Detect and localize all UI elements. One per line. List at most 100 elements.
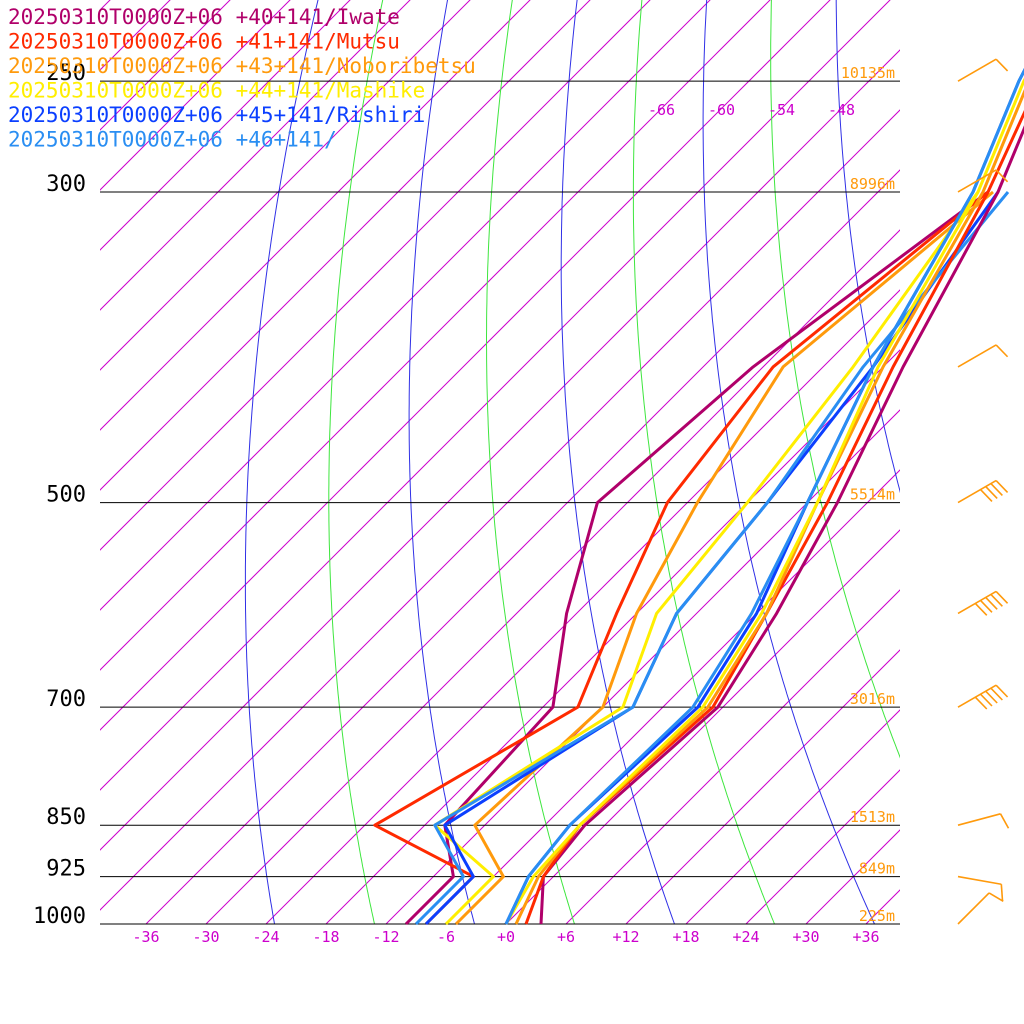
wind-barb-staff bbox=[957, 892, 990, 925]
height-label: 8996m bbox=[850, 175, 895, 193]
wind-barb-flag bbox=[995, 480, 1009, 493]
axis-labels: 10015976m15013378m20011551m25010135m3008… bbox=[33, 61, 895, 946]
sounding-profiles bbox=[373, 68, 1024, 926]
dry-adiabat-lines bbox=[244, 0, 1024, 924]
dewpoint-line bbox=[433, 191, 980, 926]
wind-barb-staff bbox=[957, 169, 997, 193]
wind-barb-flag bbox=[979, 693, 993, 707]
isotherm-line bbox=[505, 529, 900, 924]
temperature-line bbox=[504, 68, 1024, 925]
dewpoint-line bbox=[454, 190, 994, 926]
temperature-tick-label: +24 bbox=[732, 928, 759, 946]
wind-barb-staff bbox=[957, 590, 997, 615]
legend-entry: 20250310T0000Z+06 +40+141/Iwate bbox=[8, 5, 400, 29]
isotherm-line bbox=[926, 0, 1024, 924]
wind-barb bbox=[957, 58, 1009, 82]
temperature-line bbox=[504, 77, 1024, 925]
isotherm-line bbox=[100, 0, 711, 611]
wind-barb-flag bbox=[995, 590, 1009, 604]
wind-barb-staff bbox=[957, 684, 997, 708]
dry-adiabat-line bbox=[961, 0, 1024, 924]
wind-barb-flag bbox=[979, 599, 993, 613]
temperature-tick-label: -30 bbox=[192, 928, 219, 946]
temperature-tick-label: -36 bbox=[132, 928, 159, 946]
legend-entry: 20250310T0000Z+06 +41+141/Mutsu bbox=[8, 30, 400, 54]
dry-adiabat-line bbox=[486, 0, 575, 924]
pressure-label: 500 bbox=[46, 483, 86, 508]
dry-adiabat-line bbox=[770, 0, 900, 759]
height-label: 849m bbox=[859, 860, 895, 878]
legend-entry: 20250310T0000Z+06 +46+141/ bbox=[8, 128, 337, 152]
wind-barb-flag bbox=[979, 489, 993, 502]
dry-adiabat-line bbox=[328, 0, 384, 924]
isotherm-label: -60 bbox=[708, 101, 735, 119]
wind-barb-flag bbox=[995, 169, 1009, 183]
height-label: 5514m bbox=[850, 486, 895, 504]
temperature-tick-label: +12 bbox=[612, 928, 639, 946]
wind-barb-staff bbox=[957, 813, 1001, 826]
isotherm-line bbox=[265, 289, 900, 924]
wind-barb-flag bbox=[995, 344, 1009, 358]
dry-adiabat-line bbox=[702, 0, 875, 924]
wind-barb-staff bbox=[957, 344, 997, 368]
pressure-label: 850 bbox=[46, 805, 86, 830]
isotherm-line bbox=[100, 0, 771, 671]
wind-barb bbox=[957, 892, 1004, 925]
temperature-line bbox=[539, 125, 1024, 925]
dry-adiabat-line bbox=[244, 0, 319, 924]
wind-barb bbox=[957, 813, 1010, 829]
isotherm-line bbox=[100, 0, 891, 791]
temperature-tick-label: -18 bbox=[312, 928, 339, 946]
isotherm-line bbox=[145, 169, 900, 924]
pressure-label: 250 bbox=[46, 61, 86, 86]
dewpoint-line bbox=[373, 190, 989, 926]
legend-entry: 20250310T0000Z+06 +43+141/Noboribetsu bbox=[8, 54, 476, 78]
legend-entry: 20250310T0000Z+06 +45+141/Rishiri bbox=[8, 103, 425, 127]
pressure-label: 1000 bbox=[33, 904, 86, 929]
legend: 20250310T0000Z+06 +40+141/Iwate20250310T… bbox=[8, 5, 476, 152]
dewpoint-line bbox=[414, 191, 1010, 926]
wind-barb-staff bbox=[957, 58, 997, 82]
isotherm-line bbox=[445, 469, 900, 924]
temperature-tick-label: +18 bbox=[672, 928, 699, 946]
wind-barb-flag bbox=[985, 486, 998, 499]
wind-barb-flag bbox=[974, 602, 988, 616]
height-label: 3016m bbox=[850, 690, 895, 708]
wind-barb-flag bbox=[995, 684, 1009, 698]
isotherm-lines bbox=[100, 0, 1024, 924]
wind-barb-flag bbox=[995, 58, 1009, 72]
isotherm-label: -66 bbox=[648, 101, 675, 119]
isotherm-line bbox=[205, 229, 900, 924]
wind-barb bbox=[957, 684, 1009, 710]
pressure-label: 700 bbox=[46, 687, 86, 712]
temperature-tick-label: -24 bbox=[252, 928, 279, 946]
wind-barb bbox=[957, 344, 1009, 368]
temperature-line bbox=[504, 68, 1024, 925]
wind-barb-flag bbox=[999, 813, 1010, 829]
temperature-line bbox=[524, 109, 1024, 925]
wind-barb-flag bbox=[1000, 884, 1004, 901]
wind-barbs bbox=[957, 58, 1010, 925]
dry-adiabat-line bbox=[408, 0, 475, 924]
wind-barb bbox=[957, 875, 1004, 901]
isotherm-label: -54 bbox=[768, 101, 795, 119]
isotherm-label: -48 bbox=[828, 101, 855, 119]
height-label: 1513m bbox=[850, 808, 895, 826]
wind-barb-flag bbox=[990, 483, 1003, 496]
wind-barb bbox=[957, 590, 1009, 616]
isotherm-line bbox=[325, 349, 900, 924]
wind-barb-flag bbox=[974, 696, 988, 710]
wind-barb-flag bbox=[985, 596, 998, 610]
wind-barb-flag bbox=[988, 892, 1004, 903]
isotherm-line bbox=[385, 409, 900, 924]
dry-adiabat-line bbox=[560, 0, 675, 924]
wind-barb-flag bbox=[985, 690, 998, 704]
isotherm-line bbox=[685, 709, 900, 924]
wind-barb-flag bbox=[990, 687, 1003, 701]
temperature-tick-label: -6 bbox=[437, 928, 455, 946]
wind-barb-staff bbox=[957, 875, 1002, 886]
wind-barb bbox=[957, 169, 1009, 193]
isotherm-line bbox=[100, 0, 831, 731]
isotherm-line bbox=[100, 49, 900, 851]
